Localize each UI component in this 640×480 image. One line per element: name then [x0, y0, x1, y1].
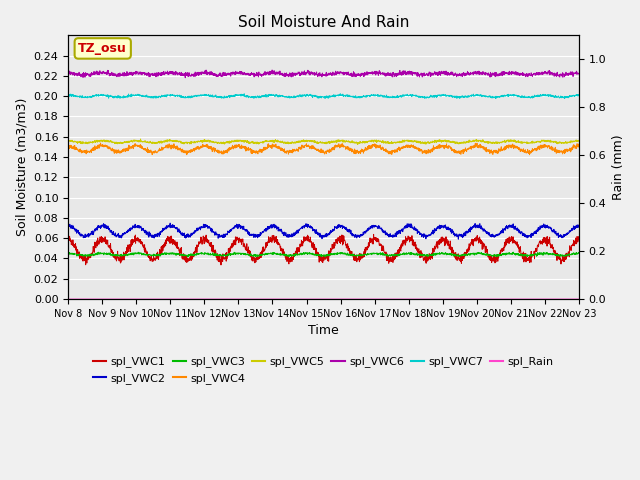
- Y-axis label: Rain (mm): Rain (mm): [612, 134, 625, 200]
- X-axis label: Time: Time: [308, 324, 339, 337]
- Y-axis label: Soil Moisture (m3/m3): Soil Moisture (m3/m3): [15, 98, 28, 236]
- Title: Soil Moisture And Rain: Soil Moisture And Rain: [238, 15, 409, 30]
- Text: TZ_osu: TZ_osu: [78, 42, 127, 55]
- Legend: spl_VWC1, spl_VWC2, spl_VWC3, spl_VWC4, spl_VWC5, spl_VWC6, spl_VWC7, spl_Rain: spl_VWC1, spl_VWC2, spl_VWC3, spl_VWC4, …: [89, 352, 559, 388]
